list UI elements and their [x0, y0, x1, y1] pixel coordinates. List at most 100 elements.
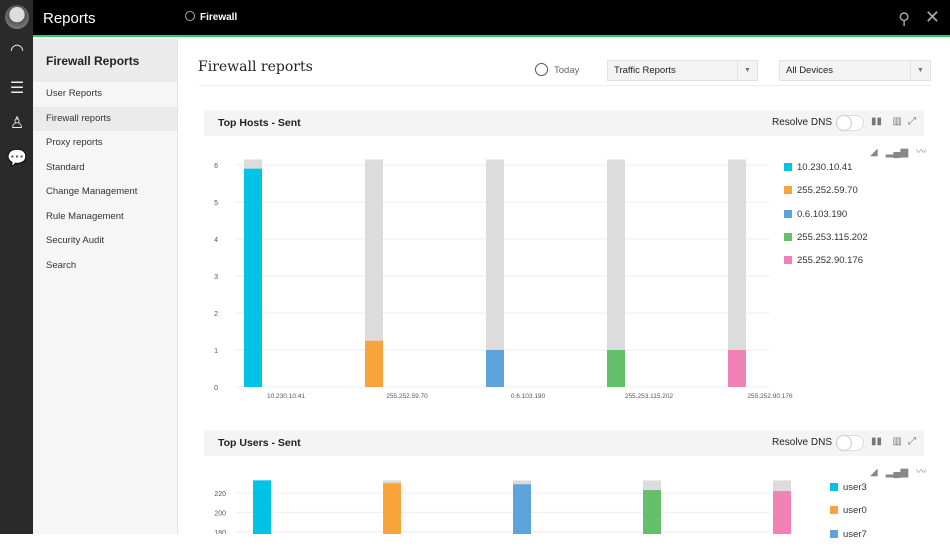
bar	[253, 480, 271, 534]
legend-swatch	[830, 506, 838, 515]
clock-icon	[535, 63, 548, 76]
chart-title: Top Hosts - Sent	[218, 117, 301, 129]
y-tick-label: 3	[214, 274, 218, 281]
bar	[244, 168, 262, 387]
table-icon[interactable]: ▥	[892, 436, 902, 447]
report-type-select[interactable]: Traffic Reports ▼	[607, 60, 758, 81]
resolve-dns-label: Resolve DNS	[771, 437, 832, 448]
chevron-down-icon: ▼	[737, 61, 757, 80]
close-icon[interactable]: ✕	[924, 7, 940, 27]
legend-swatch	[784, 256, 792, 265]
compass-icon	[185, 11, 195, 21]
bar	[607, 350, 625, 387]
breadcrumb[interactable]: Firewall	[185, 11, 237, 23]
legend-label: 255.252.59.70	[797, 185, 858, 197]
charts-canvas: 0 1 2 3 4 5 6 10.230.10.41 255.252.59.70 0.6.103.…	[214, 159, 793, 534]
legend-item[interactable]: 255.253.115.202	[784, 232, 868, 255]
legend-swatch	[830, 483, 838, 491]
y-tick-label: 4	[214, 237, 218, 244]
reports-icon[interactable]: ☰	[9, 80, 25, 97]
device-value: All Devices	[786, 65, 833, 76]
bar	[773, 491, 791, 534]
y-tick-label: 200	[214, 510, 226, 517]
bar-background	[365, 159, 383, 387]
bar	[513, 484, 531, 534]
x-tick-label: 10.230.10.41	[267, 393, 305, 400]
legend-item[interactable]: 10.230.10.41	[784, 162, 868, 185]
sidebar-item-standard[interactable]: Standard	[46, 161, 85, 173]
legend-item[interactable]: 255.252.90.176	[784, 255, 868, 278]
line-chart-icon[interactable]: 〰	[916, 147, 927, 158]
chart-legend: 10.230.10.41 255.252.59.70 0.6.103.190 255.…	[784, 162, 868, 278]
bar-chart-icon[interactable]: ▮▮	[870, 436, 882, 447]
app-title: Reports	[43, 10, 96, 27]
x-tick-label: 0.6.103.190	[511, 393, 546, 400]
resolve-dns-toggle[interactable]	[836, 435, 864, 451]
legend-item[interactable]: 0.6.103.190	[784, 209, 868, 232]
y-tick-label: 0	[214, 385, 218, 392]
legend-label: 10.230.10.41	[797, 162, 853, 173]
bar	[365, 340, 383, 387]
bar-background	[728, 159, 746, 387]
bar	[383, 483, 401, 534]
breadcrumb-label: Firewall	[200, 12, 238, 23]
period-label: Today	[554, 65, 580, 76]
sidebar-item-search[interactable]: Search	[46, 259, 77, 271]
x-tick-label: 255.252.90.176	[747, 393, 793, 400]
legend-label: 255.253.115.202	[797, 231, 868, 243]
resolve-dns-label: Resolve DNS	[771, 117, 832, 128]
sidebar-item-change-management[interactable]: Change Management	[46, 186, 138, 197]
divider	[198, 85, 932, 86]
sidebar: Firewall Reports User Reports Firewall r…	[33, 39, 178, 534]
avatar[interactable]	[5, 5, 29, 29]
sidebar-item-user-reports[interactable]: User Reports	[46, 88, 102, 99]
sidebar-item-proxy-reports[interactable]: Proxy reports	[46, 137, 103, 148]
legend-swatch	[784, 232, 792, 241]
chart-title: Top Users - Sent	[218, 437, 301, 449]
bar	[643, 490, 661, 534]
legend-item[interactable]: user0	[830, 505, 867, 528]
area-chart-icon[interactable]: ◢	[870, 147, 878, 158]
alarm-icon[interactable]: ♙	[9, 115, 25, 132]
sidebar-title: Firewall Reports	[33, 39, 177, 82]
x-tick-label: 255.253.115.202	[625, 393, 674, 400]
expand-icon[interactable]: ⤢	[908, 116, 916, 127]
legend-label: user0	[843, 505, 867, 517]
panel-header-top-hosts: Top Hosts - Sent Resolve DNS ▮▮ ▥ ⤢	[204, 110, 924, 136]
bar-background	[486, 159, 504, 387]
top-bar: Reports Firewall ⚲ ✕	[33, 0, 950, 37]
legend-item[interactable]: 255.252.59.70	[784, 185, 868, 208]
main-content: Firewall reports Today Traffic Reports ▼ …	[178, 39, 950, 540]
legend-label: 255.252.90.176	[797, 255, 864, 267]
column-chart-icon[interactable]: ▂▄▆	[885, 147, 909, 158]
search-icon[interactable]: ⚲	[898, 11, 910, 28]
dashboard-icon[interactable]: ◠	[10, 42, 24, 59]
expand-icon[interactable]: ⤢	[908, 436, 916, 447]
sidebar-item-rule-management[interactable]: Rule Management	[46, 210, 124, 222]
device-select[interactable]: All Devices ▼	[779, 60, 931, 81]
chevron-down-icon: ▼	[910, 61, 930, 80]
legend-item[interactable]: user3	[830, 482, 867, 505]
y-tick-label: 6	[214, 163, 218, 170]
legend-swatch	[784, 163, 792, 171]
y-tick-label: 2	[214, 311, 218, 318]
resolve-dns-toggle[interactable]	[836, 115, 864, 131]
line-chart-icon[interactable]: 〰	[916, 467, 927, 478]
chat-icon[interactable]: 💬	[7, 150, 27, 167]
bar-chart-icon[interactable]: ▮▮	[870, 116, 882, 127]
bar	[728, 350, 746, 387]
sidebar-item-firewall-reports[interactable]: Firewall reports	[33, 106, 177, 131]
x-tick-label: 255.252.59.70	[386, 393, 428, 400]
icon-rail: ◠ ☰ ♙ 💬	[0, 0, 33, 534]
y-tick-label: 1	[214, 348, 218, 355]
legend-swatch	[784, 209, 792, 218]
area-chart-icon[interactable]: ◢	[870, 467, 878, 478]
column-chart-icon[interactable]: ▂▄▆	[885, 467, 909, 478]
period-picker[interactable]: Today	[535, 63, 579, 76]
y-tick-label: 220	[214, 491, 226, 498]
legend-swatch	[784, 186, 792, 195]
table-icon[interactable]: ▥	[892, 116, 902, 127]
y-tick-label: 5	[214, 200, 218, 207]
sidebar-item-security-audit[interactable]: Security Audit	[46, 235, 105, 246]
y-tick-label: 180	[214, 530, 226, 534]
